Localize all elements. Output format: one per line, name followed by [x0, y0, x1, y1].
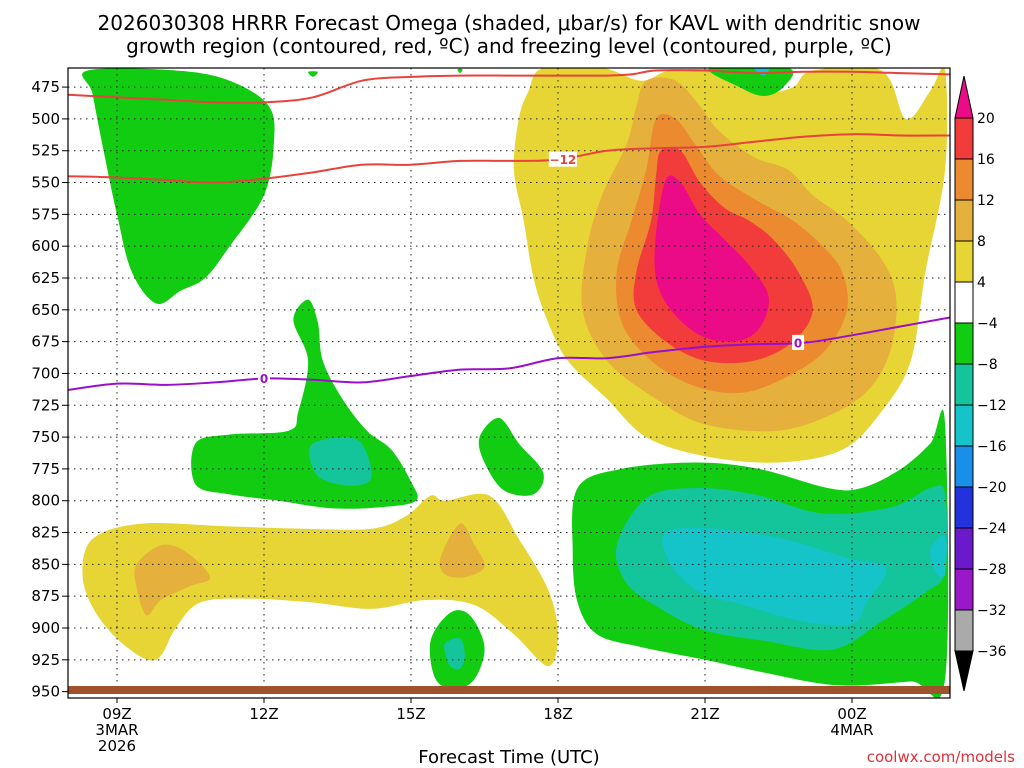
colorbar-bottom-arrow — [954, 650, 974, 692]
colorbar-label-5: −4 — [977, 316, 998, 332]
x-tick-label-18Z: 18Z — [543, 705, 572, 723]
omega-region-6 — [708, 68, 794, 96]
fz-label-bg-0 — [258, 370, 270, 386]
fz-label-0: 0 — [260, 372, 268, 386]
colorbar-label-9: −20 — [977, 480, 1007, 496]
y-tick-label-600: 600 — [31, 237, 60, 255]
y-tick-label-950: 950 — [31, 683, 60, 701]
colorbar-label-0: 20 — [977, 111, 995, 127]
colorbar-label-2: 12 — [977, 193, 995, 209]
y-tick-label-925: 925 — [31, 651, 60, 669]
x-tick-label-00Z: 00Z — [837, 705, 866, 723]
y-tick-label-850: 850 — [31, 555, 60, 573]
y-tick-label-775: 775 — [31, 460, 60, 478]
colorbar: 20 16 12 8 4 −4 −8 −12 −16 −20 −24 −28 −32 −36 — [954, 75, 1007, 692]
omega-region-5 — [654, 175, 769, 342]
fz-label-bg-1 — [792, 334, 805, 350]
omega-region-8 — [82, 493, 558, 667]
colorbar-cell-2 — [954, 199, 974, 242]
colorbar-label-13: −36 — [977, 644, 1007, 660]
dgz-contour-0 — [68, 69, 950, 104]
colorbar-cell-8 — [954, 445, 974, 488]
colorbar-label-4: 4 — [977, 275, 986, 291]
plot-area: −12 0 0 — [67, 67, 951, 699]
y-tick-label-575: 575 — [31, 205, 60, 223]
fz-label-1: 0 — [794, 336, 802, 350]
chart-title-line1: 2026030308 HRRR Forecast Omega (shaded, … — [98, 11, 921, 35]
y-tick-label-525: 525 — [31, 142, 60, 160]
x-tick-sub1-00Z: 4MAR — [830, 721, 873, 739]
colorbar-label-1: 16 — [977, 152, 995, 168]
y-tick-label-725: 725 — [31, 396, 60, 414]
colorbar-cell-11 — [954, 568, 974, 611]
y-tick-label-800: 800 — [31, 492, 60, 510]
y-tick-label-825: 825 — [31, 524, 60, 542]
plot-frame — [67, 67, 951, 699]
x-tick-label-12Z: 12Z — [249, 705, 278, 723]
colorbar-label-6: −8 — [977, 357, 998, 373]
omega-region-9 — [134, 544, 211, 616]
omega-shading — [82, 68, 949, 698]
colorbar-top-arrow — [954, 75, 974, 119]
dgz-contour-1 — [68, 133, 950, 184]
y-tick-label-550: 550 — [31, 174, 60, 192]
x-tick-label-21Z: 21Z — [690, 705, 719, 723]
dgz-label-bg-0 — [548, 151, 577, 167]
omega-region-21 — [457, 68, 463, 74]
y-tick-label-675: 675 — [31, 333, 60, 351]
credit-text: coolwx.com/models — [867, 748, 1015, 766]
x-axis-label: Forecast Time (UTC) — [418, 747, 599, 768]
omega-region-10 — [439, 523, 485, 578]
omega-region-15 — [443, 637, 465, 670]
colorbar-cell-12 — [954, 609, 974, 652]
x-tick-label-09Z: 09Z — [102, 705, 131, 723]
x-tick-sub1-09Z: 3MAR — [95, 721, 138, 739]
omega-region-20 — [307, 71, 319, 77]
colorbar-label-10: −24 — [977, 521, 1007, 537]
y-tick-label-700: 700 — [31, 364, 60, 382]
colorbar-cell-7 — [954, 404, 974, 447]
colorbar-label-12: −32 — [977, 603, 1007, 619]
colorbar-cell-4 — [954, 281, 974, 324]
colorbar-cell-5 — [954, 322, 974, 365]
omega-region-12 — [309, 437, 372, 486]
colorbar-cell-0 — [954, 117, 974, 160]
y-tick-label-475: 475 — [31, 78, 60, 96]
x-tick-label-15Z: 15Z — [396, 705, 425, 723]
y-tick-label-500: 500 — [31, 110, 60, 128]
contour-lines: −12 0 0 — [68, 69, 950, 391]
dgz-label-0: −12 — [550, 153, 577, 167]
colorbar-label-7: −12 — [977, 398, 1007, 414]
y-axis: 475 500 525 550 575 600 625 650 675 700 725 750 775 8… — [31, 78, 68, 701]
colorbar-cell-6 — [954, 363, 974, 406]
y-tick-label-750: 750 — [31, 428, 60, 446]
y-tick-label-625: 625 — [31, 269, 60, 287]
y-tick-label-875: 875 — [31, 587, 60, 605]
colorbar-label-11: −28 — [977, 562, 1007, 578]
colorbar-cell-1 — [954, 158, 974, 201]
colorbar-cell-9 — [954, 486, 974, 529]
ground-strip — [68, 686, 950, 694]
y-tick-label-650: 650 — [31, 301, 60, 319]
omega-region-0 — [82, 68, 275, 305]
chart-title-line2: growth region (contoured, red, ºC) and f… — [126, 34, 892, 58]
colorbar-label-3: 8 — [977, 234, 986, 250]
omega-region-18 — [662, 527, 887, 626]
colorbar-cell-3 — [954, 240, 974, 283]
y-tick-label-900: 900 — [31, 619, 60, 637]
colorbar-cell-10 — [954, 527, 974, 570]
colorbar-label-8: −16 — [977, 439, 1007, 455]
omega-region-19 — [930, 535, 947, 578]
x-tick-sub2-09Z: 2026 — [98, 737, 136, 755]
